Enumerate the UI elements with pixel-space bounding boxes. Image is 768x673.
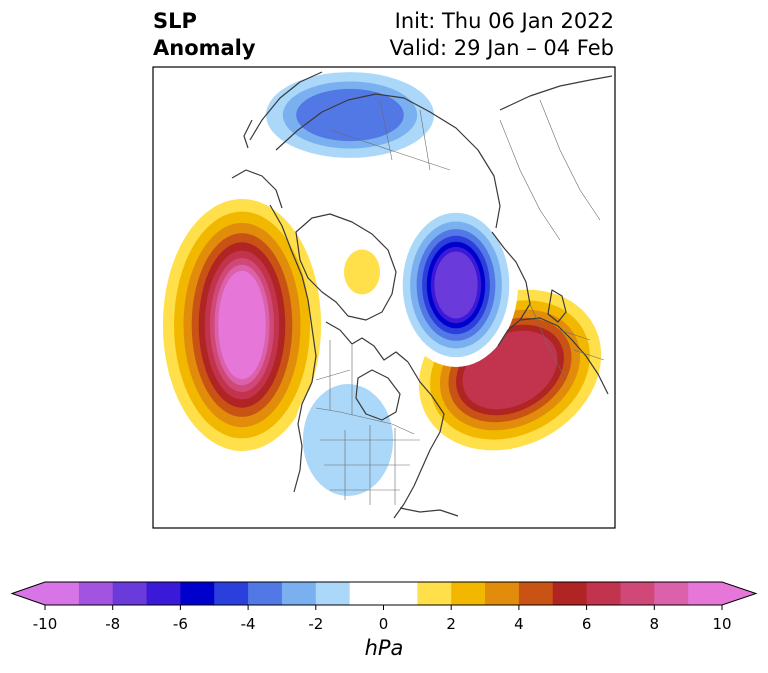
coastline-hudson-bay <box>355 369 401 421</box>
colorbar-cell <box>383 582 418 605</box>
border-canada-provinces <box>315 340 353 415</box>
map-frame <box>152 66 616 529</box>
border-usa-canada <box>315 407 415 435</box>
colorbar-ticks: -10 -8 -6 -4 -2 0 2 4 6 8 10 <box>33 605 732 633</box>
colorbar-cell <box>417 582 452 605</box>
colorbar-cell <box>688 582 723 605</box>
colorbar-cell <box>281 582 317 605</box>
title-variable: SLP <box>153 9 197 33</box>
colorbar-cell <box>45 582 80 605</box>
coastline-asia-interior <box>499 75 613 111</box>
colorbar-cell <box>112 582 147 605</box>
title-right: Init: Thu 06 Jan 2022 Valid: 29 Jan – 04… <box>389 8 614 62</box>
colorbar-cell <box>586 582 621 605</box>
border-europe <box>529 303 605 381</box>
colorbar-extend-under <box>12 582 45 605</box>
colorbar-tick-label: 10 <box>712 615 731 633</box>
coastline-north-america-west <box>269 204 317 493</box>
colorbar-extend-over <box>722 582 756 605</box>
colorbar-cell <box>78 582 114 605</box>
siberia-low-contour-4 <box>296 88 404 142</box>
coastline-canadian-archipelago <box>325 321 409 363</box>
coastline-greenland <box>295 213 397 321</box>
coastline-japan <box>243 119 253 149</box>
colorbar-cell <box>349 582 384 605</box>
coastline-scandinavia <box>491 231 531 347</box>
colorbar-tick-label: 0 <box>379 615 389 633</box>
colorbar-tick-label: 4 <box>514 615 524 633</box>
colorbar-cell <box>654 582 689 605</box>
colorbar-tick-label: -2 <box>308 615 323 633</box>
title-init: Init: Thu 06 Jan 2022 <box>394 9 614 33</box>
colorbar-cell <box>315 582 351 605</box>
colorbar-cell <box>451 582 486 605</box>
coastline-europe <box>519 317 609 395</box>
colorbar-cell <box>485 582 520 605</box>
coastline-alaska <box>231 169 283 209</box>
title-field: Anomaly <box>153 36 256 60</box>
coastline-asia-east <box>249 71 323 141</box>
anomaly-fills <box>153 67 614 510</box>
colorbar-tick-label: -10 <box>33 615 58 633</box>
colorbar-tick-label: 6 <box>582 615 592 633</box>
coastline-siberia <box>275 93 501 229</box>
border-us-states <box>320 425 420 505</box>
colorbar-cell <box>146 582 181 605</box>
colorbar-cell <box>180 582 215 605</box>
colorbar-cell <box>214 582 249 605</box>
borders <box>315 99 605 505</box>
coastline-caribbean <box>399 507 459 517</box>
colorbar-tick-label: 2 <box>446 615 456 633</box>
colorbar-cell <box>518 582 554 605</box>
colorbar-tick-label: -4 <box>241 615 256 633</box>
colorbar-tick-label: -8 <box>105 615 120 633</box>
colorbar-cell <box>620 582 655 605</box>
title-left: SLP Anomaly <box>153 8 256 62</box>
coastlines <box>231 71 613 519</box>
colorbar-unit: hPa <box>364 636 404 660</box>
coastline-north-america-east <box>393 361 445 519</box>
colorbar-tick-label: 8 <box>650 615 660 633</box>
barents-kara-low-contour-8 <box>434 251 478 319</box>
title-valid: Valid: 29 Jan – 04 Feb <box>389 36 614 60</box>
ne-pacific-high-contour-10 <box>218 270 266 380</box>
colorbar-cells <box>10 581 758 606</box>
border-russia <box>329 99 451 171</box>
arctic-ocean-high-contour-2 <box>344 249 380 295</box>
colorbar-cell <box>552 582 587 605</box>
colorbar-cell <box>248 582 283 605</box>
colorbar-tick-label: -6 <box>173 615 188 633</box>
border-asia <box>499 99 601 241</box>
coastline-british-isles <box>547 289 567 323</box>
